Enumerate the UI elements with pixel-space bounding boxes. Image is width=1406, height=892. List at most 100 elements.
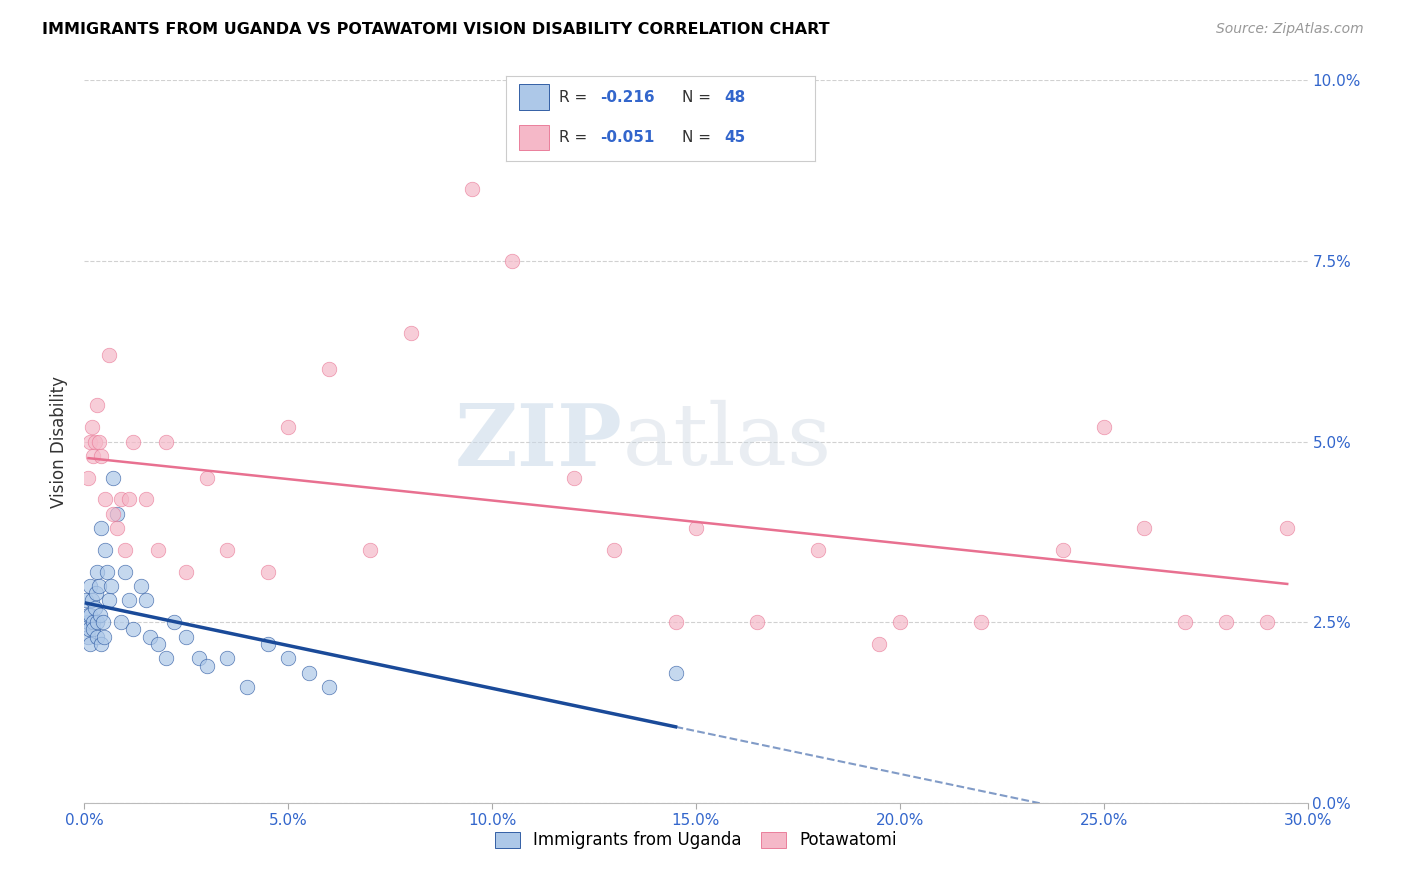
Point — [277, 651, 299, 665]
Point — [86, 565, 108, 579]
Point — [131, 579, 153, 593]
Point — [93, 542, 115, 557]
Point — [359, 542, 381, 557]
Point — [87, 434, 110, 449]
Point — [101, 471, 124, 485]
Point — [461, 182, 484, 196]
Point — [75, 593, 97, 607]
Point — [80, 420, 103, 434]
Text: ZIP: ZIP — [454, 400, 623, 483]
Point — [118, 593, 141, 607]
Point — [79, 637, 101, 651]
Point — [82, 623, 104, 637]
Text: N =: N = — [682, 130, 716, 145]
Point — [747, 615, 769, 630]
Text: -0.051: -0.051 — [600, 130, 655, 145]
Point — [79, 607, 101, 622]
Point — [100, 579, 122, 593]
Point — [90, 449, 112, 463]
Point — [82, 615, 104, 630]
Point — [93, 630, 115, 644]
Text: atlas: atlas — [623, 400, 832, 483]
Point — [122, 434, 145, 449]
Point — [277, 420, 299, 434]
Point — [146, 637, 169, 651]
Point — [83, 434, 105, 449]
Point — [399, 326, 422, 341]
Point — [1133, 521, 1156, 535]
Point — [665, 615, 688, 630]
Point — [195, 471, 218, 485]
Point — [318, 680, 340, 694]
Point — [110, 492, 132, 507]
Y-axis label: Vision Disability: Vision Disability — [51, 376, 69, 508]
Bar — [519, 125, 550, 151]
Point — [87, 579, 110, 593]
Point — [1092, 420, 1115, 434]
Point — [122, 623, 145, 637]
Point — [90, 521, 112, 535]
Point — [89, 607, 111, 622]
Text: R =: R = — [558, 130, 592, 145]
Point — [91, 615, 114, 630]
Point — [869, 637, 891, 651]
Point — [685, 521, 707, 535]
Text: Source: ZipAtlas.com: Source: ZipAtlas.com — [1216, 22, 1364, 37]
Point — [1256, 615, 1278, 630]
Point — [83, 600, 105, 615]
Point — [114, 542, 136, 557]
Point — [114, 565, 136, 579]
Point — [93, 492, 115, 507]
Point — [135, 492, 157, 507]
Point — [77, 607, 100, 622]
Point — [970, 615, 993, 630]
Point — [187, 651, 209, 665]
Point — [105, 507, 128, 521]
Point — [118, 492, 141, 507]
Point — [257, 637, 280, 651]
Point — [96, 565, 118, 579]
Point — [257, 565, 280, 579]
Point — [79, 579, 101, 593]
Point — [195, 658, 218, 673]
Point — [90, 637, 112, 651]
Bar — [519, 85, 550, 110]
Legend: Immigrants from Uganda, Potawatomi: Immigrants from Uganda, Potawatomi — [488, 824, 904, 856]
Point — [86, 398, 108, 412]
Point — [135, 593, 157, 607]
Point — [502, 253, 524, 268]
Point — [1052, 542, 1074, 557]
Text: -0.216: -0.216 — [600, 89, 655, 104]
Point — [97, 348, 120, 362]
Point — [101, 507, 124, 521]
Text: R =: R = — [558, 89, 592, 104]
Point — [665, 665, 688, 680]
Point — [217, 651, 239, 665]
Point — [174, 565, 197, 579]
Point — [77, 623, 100, 637]
Point — [217, 542, 239, 557]
Point — [105, 521, 128, 535]
Point — [318, 362, 340, 376]
Text: IMMIGRANTS FROM UGANDA VS POTAWATOMI VISION DISABILITY CORRELATION CHART: IMMIGRANTS FROM UGANDA VS POTAWATOMI VIS… — [42, 22, 830, 37]
Text: N =: N = — [682, 89, 716, 104]
Point — [86, 630, 108, 644]
Point — [97, 593, 120, 607]
Point — [79, 434, 101, 449]
Point — [77, 471, 100, 485]
Point — [163, 615, 186, 630]
Point — [110, 615, 132, 630]
Point — [138, 630, 160, 644]
Point — [298, 665, 321, 680]
Point — [82, 449, 104, 463]
Point — [86, 615, 108, 630]
Point — [155, 434, 177, 449]
Point — [1277, 521, 1299, 535]
Text: 48: 48 — [724, 89, 745, 104]
Point — [889, 615, 911, 630]
Point — [562, 471, 585, 485]
Text: 45: 45 — [724, 130, 745, 145]
Point — [77, 630, 100, 644]
Point — [236, 680, 259, 694]
Point — [84, 586, 107, 600]
